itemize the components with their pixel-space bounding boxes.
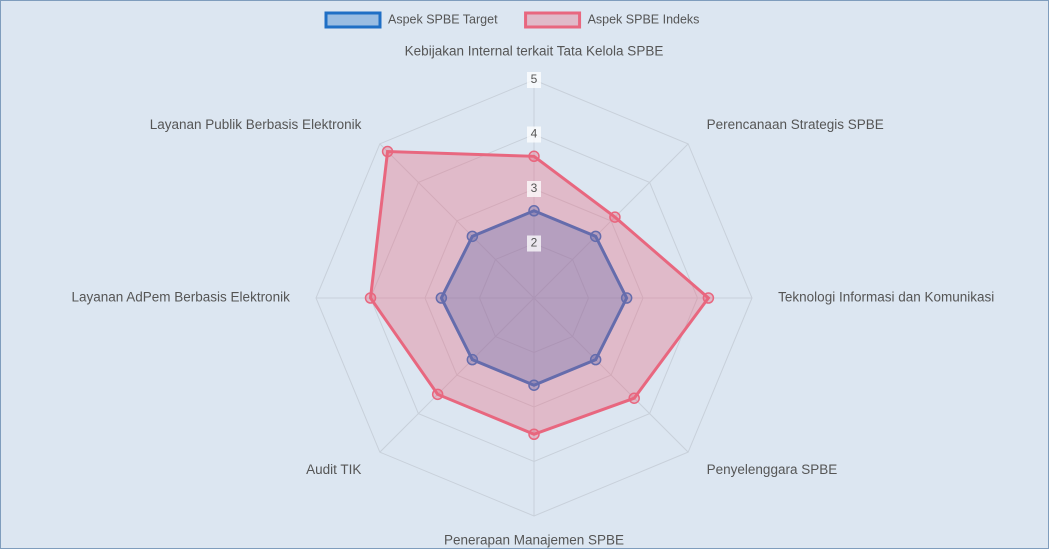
tick-label-bg [527, 181, 541, 197]
tick-label: 5 [531, 72, 538, 86]
point [628, 392, 640, 404]
category-label: Audit TIK [306, 462, 361, 477]
point [589, 230, 602, 243]
spoke [379, 143, 535, 299]
category-label: Layanan Publik Berbasis Elektronik [150, 117, 362, 132]
point [528, 428, 540, 440]
category-label: Penerapan Manajemen SPBE [444, 533, 624, 548]
category-label: Penyelenggara SPBE [707, 462, 838, 477]
legend-swatch [324, 11, 382, 29]
point [528, 150, 540, 163]
point [364, 292, 377, 304]
legend-label: Aspek SPBE Target [388, 12, 498, 26]
tick-label-bg [527, 72, 541, 88]
point [528, 379, 540, 391]
tick-label: 4 [531, 127, 538, 141]
point [589, 353, 602, 366]
series-area [368, 150, 711, 436]
spoke [379, 297, 535, 453]
tick-label-bg [527, 126, 541, 143]
spoke [533, 297, 689, 453]
category-label: Kebijakan Internal terkait Tata Kelola S… [405, 44, 664, 59]
series-area [439, 209, 629, 387]
point [528, 205, 540, 217]
point [435, 292, 448, 304]
point [466, 353, 479, 366]
category-label: Layanan AdPem Berbasis Elektronik [71, 290, 290, 305]
point [620, 292, 633, 304]
tick-label: 2 [531, 236, 538, 250]
category-label: Perencanaan Strategis SPBE [707, 117, 884, 132]
point [381, 145, 394, 158]
legend-label: Aspek SPBE Indeks [588, 12, 700, 26]
point [431, 388, 444, 401]
point [702, 292, 715, 304]
point [466, 230, 479, 243]
legend-swatch [524, 11, 582, 29]
category-label: Teknologi Informasi dan Komunikasi [778, 290, 994, 305]
point [609, 211, 621, 223]
tick-label-bg [527, 235, 541, 252]
tick-label: 3 [531, 181, 538, 195]
